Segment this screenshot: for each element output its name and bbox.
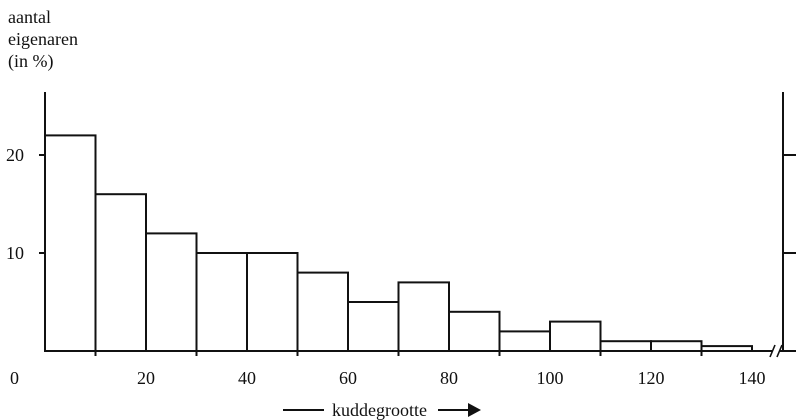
x-tick-label-5: 100 (537, 368, 564, 388)
bar-0 (44, 134, 97, 352)
x-tick-label-6: 120 (638, 368, 665, 388)
y-axis-label-line-3: (in %) (8, 51, 54, 71)
bar-10 (549, 320, 602, 353)
bar-3 (195, 252, 248, 352)
x-axis-label: kuddegrootte (332, 400, 427, 420)
ticks-group: 10 20 0 20 40 60 80 100 120 140 (6, 145, 766, 388)
y-tick-label-1: 20 (6, 145, 24, 165)
y-axis-label-line-1: aantal (8, 7, 51, 27)
x-axis-arrow-head (468, 403, 481, 417)
bar-7 (397, 281, 450, 352)
x-tick-label-0: 0 (10, 368, 19, 388)
bar-12 (650, 340, 703, 353)
y-axis-label-line-2: eigenaren (8, 29, 78, 49)
x-axis-label-group: kuddegrootte (283, 400, 481, 420)
x-tick-label-7: 140 (739, 368, 766, 388)
bars-group (44, 134, 753, 353)
bar-2 (145, 232, 198, 352)
x-tick-label-1: 20 (137, 368, 155, 388)
bar-11 (599, 340, 652, 353)
bar-9 (498, 330, 551, 352)
bar-4 (246, 252, 299, 352)
bar-6 (347, 301, 400, 352)
x-tick-label-4: 80 (440, 368, 458, 388)
x-tick-label-3: 60 (339, 368, 357, 388)
bar-1 (94, 193, 147, 352)
y-tick-label-0: 10 (6, 243, 24, 263)
bar-8 (448, 310, 501, 352)
axes-group (44, 92, 796, 358)
bar-5 (296, 271, 349, 353)
x-tick-label-2: 40 (238, 368, 256, 388)
y-axis-label: aantal eigenaren (in %) (8, 6, 78, 72)
